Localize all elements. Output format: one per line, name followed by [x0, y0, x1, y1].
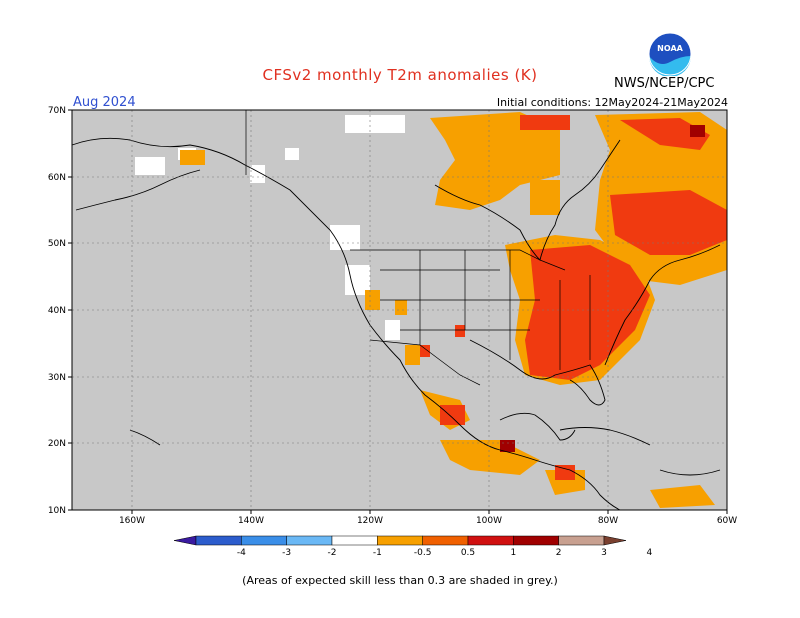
lon-label: 140W [238, 516, 264, 526]
longitude-labels: 160W 140W 120W 100W 80W 60W [119, 516, 737, 526]
axis-ticks [68, 109, 728, 514]
colorbar-box [286, 535, 333, 546]
coastlines [71, 137, 721, 511]
lat-label: 20N [48, 439, 66, 449]
lon-label: 160W [119, 516, 145, 526]
colorbar-arrow-high [603, 535, 627, 546]
lat-label: 60N [48, 173, 66, 183]
colorbar-label: 4 [646, 548, 652, 558]
lat-label: 30N [48, 373, 66, 383]
initial-conditions: Initial conditions: 12May2024-21May2024 [496, 96, 728, 109]
colorbar-arrow-low [173, 535, 197, 546]
colorbar: -4 -3 -2 -1 -0.5 0.5 1 2 3 4 [173, 535, 652, 558]
colorbar-box [467, 535, 514, 546]
colorbar-box [241, 535, 287, 546]
latitude-labels: 70N 60N 50N 40N 30N 20N 10N [48, 106, 66, 516]
colorbar-label: 0.5 [461, 548, 475, 558]
noaa-logo: NOAA [648, 32, 692, 77]
colorbar-box [422, 535, 469, 546]
lon-label: 80W [598, 516, 618, 526]
colorbar-box [513, 535, 559, 546]
noaa-logo-text: NOAA [657, 44, 683, 53]
anomaly-patches [135, 112, 727, 508]
lat-label: 50N [48, 239, 66, 249]
colorbar-box [195, 535, 242, 546]
colorbar-label: -4 [237, 548, 246, 558]
month-label: Aug 2024 [73, 95, 136, 110]
colorbar-label: 1 [510, 548, 516, 558]
gridlines [72, 110, 727, 510]
colorbar-label: -3 [282, 548, 291, 558]
colorbar-box [331, 535, 378, 546]
lat-label: 70N [48, 106, 66, 116]
lon-label: 100W [476, 516, 502, 526]
colorbar-label: -1 [373, 548, 382, 558]
agency-label: NWS/NCEP/CPC [614, 76, 715, 91]
colorbar-label: 2 [556, 548, 562, 558]
chart-title: CFSv2 monthly T2m anomalies (K) [262, 66, 538, 84]
colorbar-box [558, 535, 605, 546]
colorbar-label: -0.5 [414, 548, 432, 558]
colorbar-label: 3 [601, 548, 607, 558]
lon-label: 120W [357, 516, 383, 526]
lat-label: 10N [48, 506, 66, 516]
lon-label: 60W [717, 516, 737, 526]
borders [245, 110, 591, 386]
colorbar-box [377, 535, 423, 546]
lat-label: 40N [48, 306, 66, 316]
colorbar-label: -2 [328, 548, 337, 558]
skill-footnote: (Areas of expected skill less than 0.3 a… [242, 574, 558, 587]
